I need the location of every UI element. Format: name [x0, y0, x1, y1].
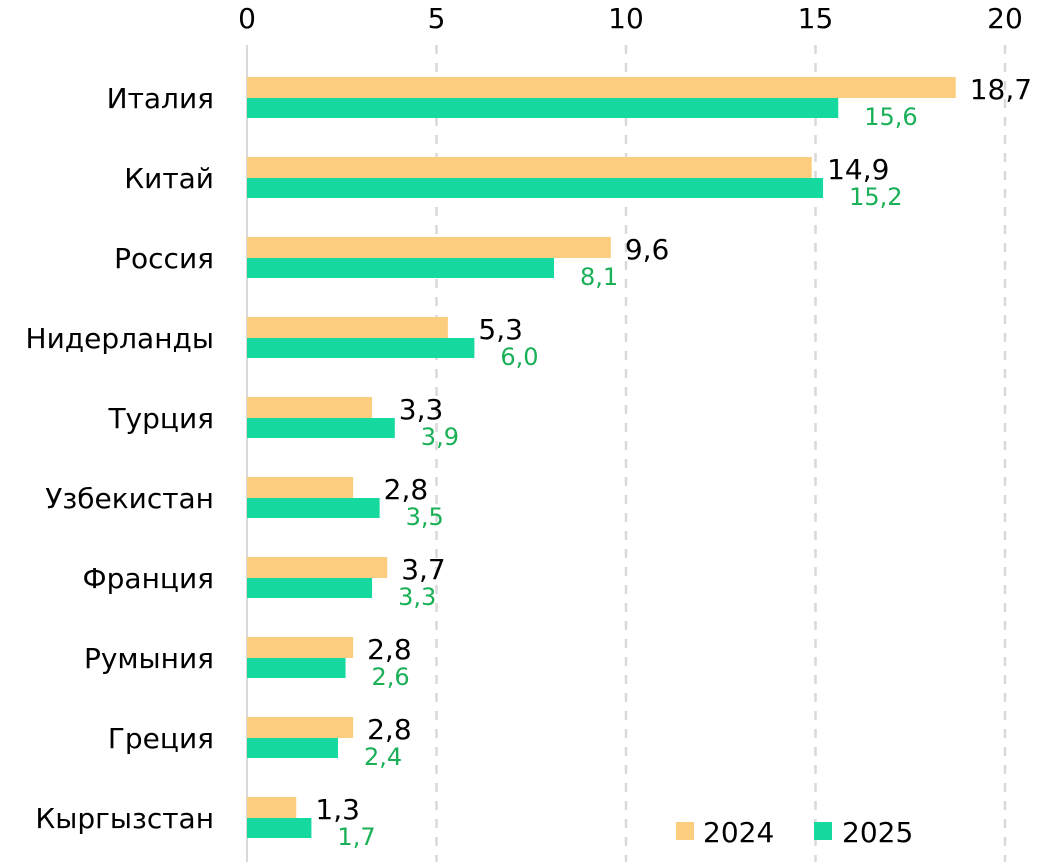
data-label-2024: 9,6 — [625, 233, 670, 266]
data-label-2024: 14,9 — [827, 153, 889, 186]
bar-2025 — [247, 98, 839, 118]
bar-2024 — [247, 397, 373, 418]
data-label-2025: 3,5 — [406, 503, 444, 531]
category-label: Италия — [107, 82, 214, 115]
category-label: Румыния — [84, 642, 214, 675]
data-label-2025: 15,6 — [864, 103, 917, 131]
legend-label-2025: 2025 — [842, 816, 913, 849]
bar-2025 — [247, 738, 338, 758]
bar-2025 — [247, 338, 475, 358]
bar-2024 — [247, 237, 611, 258]
bar-2024 — [247, 637, 354, 658]
category-label: Нидерланды — [26, 322, 214, 355]
data-label-2025: 2,6 — [372, 663, 410, 691]
bar-2025 — [247, 658, 346, 678]
data-label-2025: 6,0 — [500, 343, 538, 371]
bar-2024 — [247, 157, 812, 178]
data-label-2024: 2,8 — [367, 713, 412, 746]
x-tick-label: 20 — [987, 2, 1023, 35]
bar-2024 — [247, 557, 388, 578]
legend-label-2024: 2024 — [703, 816, 774, 849]
data-label-2024: 5,3 — [478, 313, 523, 346]
category-label: Кыргызстан — [35, 802, 214, 835]
category-label: Россия — [114, 242, 214, 275]
x-tick-label: 15 — [798, 2, 834, 35]
legend-swatch-2025 — [814, 822, 832, 840]
legend-swatch-2024 — [676, 822, 694, 840]
data-label-2024: 2,8 — [367, 633, 412, 666]
data-label-2025: 3,3 — [398, 583, 436, 611]
bar-2024 — [247, 317, 448, 338]
bar-2025 — [247, 498, 380, 518]
bar-2025 — [247, 178, 824, 198]
category-label: Франция — [83, 562, 214, 595]
x-tick-label: 10 — [608, 2, 644, 35]
x-tick-label: 0 — [238, 2, 256, 35]
data-label-2025: 8,1 — [580, 263, 618, 291]
data-label-2025: 1,7 — [337, 823, 375, 851]
category-label: Китай — [124, 162, 214, 195]
bar-2025 — [247, 418, 395, 438]
data-label-2024: 1,3 — [315, 793, 360, 826]
category-label: Узбекистан — [45, 482, 214, 515]
data-label-2024: 3,3 — [399, 393, 444, 426]
data-label-2024: 3,7 — [401, 553, 446, 586]
bar-2024 — [247, 717, 354, 738]
category-label: Турция — [107, 402, 214, 435]
data-label-2024: 2,8 — [384, 473, 429, 506]
data-label-2025: 15,2 — [849, 183, 902, 211]
bar-2024 — [247, 477, 354, 498]
category-label: Греция — [108, 722, 214, 755]
bar-2025 — [247, 258, 554, 278]
bar-2024 — [247, 797, 297, 818]
data-label-2025: 3,9 — [421, 423, 459, 451]
data-label-2024: 18,7 — [970, 73, 1032, 106]
bar-2025 — [247, 578, 373, 598]
x-tick-label: 5 — [428, 2, 446, 35]
bar-2025 — [247, 818, 312, 838]
bar-2024 — [247, 77, 956, 98]
data-label-2025: 2,4 — [364, 743, 402, 771]
